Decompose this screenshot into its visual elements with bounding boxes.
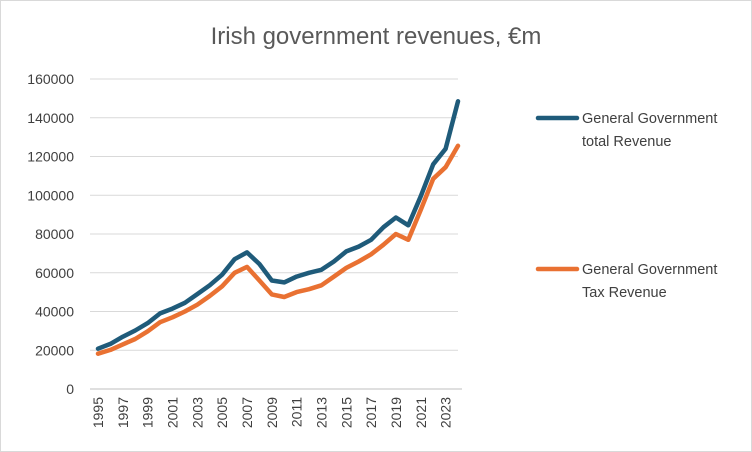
x-tick-label: 2019	[388, 397, 404, 428]
y-tick-label: 140000	[27, 110, 74, 126]
y-axis-ticks: 0 20000 40000 60000 80000 100000 120000 140000 1…	[27, 71, 74, 397]
y-tick-label: 100000	[27, 187, 74, 203]
x-tick-label: 2007	[239, 397, 255, 428]
x-tick-label: 2021	[413, 397, 429, 428]
legend-entry: General Government Tax Revenue	[535, 262, 717, 301]
series-line-total-revenue	[95, 99, 461, 351]
series-lines	[95, 99, 461, 356]
legend-entry: General Government total Revenue	[535, 111, 717, 150]
y-tick-label: 0	[66, 381, 74, 397]
x-tick-label: 1997	[115, 397, 131, 428]
y-tick-label: 160000	[27, 71, 74, 87]
x-tick-label: 2015	[338, 397, 354, 428]
y-tick-label: 80000	[35, 226, 74, 242]
legend-label: total Revenue	[582, 134, 671, 150]
x-tick-label: 2005	[214, 397, 230, 428]
y-tick-label: 40000	[35, 304, 74, 320]
x-tick-label: 1995	[90, 397, 106, 428]
y-tick-label: 20000	[35, 342, 74, 358]
y-tick-label: 60000	[35, 265, 74, 281]
legend-label: General Government	[582, 262, 717, 278]
x-tick-label: 2003	[189, 397, 205, 428]
x-tick-label: 2023	[438, 397, 454, 428]
x-tick-label: 2009	[264, 397, 280, 428]
x-tick-label: 2013	[313, 397, 329, 428]
series-line-tax-revenue	[95, 143, 461, 356]
x-tick-label: 2011	[289, 397, 305, 427]
x-tick-label: 1999	[140, 397, 156, 428]
legend-label: Tax Revenue	[582, 285, 667, 301]
chart-title: Irish government revenues, €m	[211, 23, 542, 50]
x-tick-label: 2001	[164, 397, 180, 428]
x-tick-label: 2017	[363, 397, 379, 428]
y-tick-label: 120000	[27, 149, 74, 165]
x-axis-ticks: 1995 1997 1999 2001 2003 2005 2007 2009 2011 2013…	[90, 397, 454, 428]
legend-label: General Government	[582, 111, 717, 127]
gridlines	[90, 78, 458, 351]
